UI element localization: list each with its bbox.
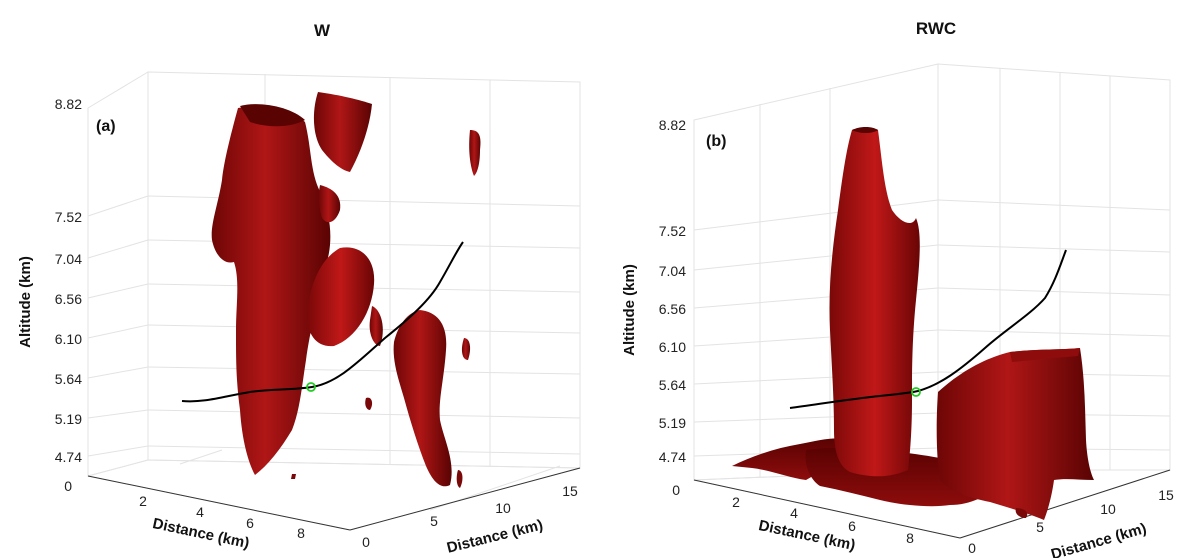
- panel-a-y-axis: [349, 467, 581, 531]
- panel-a-surface: [211, 92, 481, 488]
- panel-b: RWC: [621, 19, 1174, 558]
- panel-b-z-tick: 7.52: [659, 223, 686, 239]
- panel-a-z-label: Altitude (km): [17, 256, 34, 348]
- panel-a-x-tick: 8: [297, 525, 305, 541]
- panel-b-flight-track: [789, 249, 1067, 409]
- panel-b-z-tick: 4.74: [659, 449, 686, 465]
- panel-b-surface: [732, 127, 1094, 520]
- panel-a-z-tick: 6.56: [55, 291, 82, 307]
- panel-b-title: RWC: [916, 19, 956, 38]
- panel-b-z-tick: 7.04: [659, 263, 686, 279]
- panel-a-y-tick: 10: [495, 500, 511, 516]
- panel-b-z-tick: 5.19: [659, 415, 686, 431]
- panel-b-y-tick: 0: [968, 540, 976, 556]
- panel-a-y-ticks: 0 5 10 15: [362, 483, 578, 550]
- panel-a-x-tick: 6: [246, 515, 254, 531]
- panel-b-z-tick: 8.82: [659, 117, 686, 133]
- panel-a-flight-track: [181, 241, 464, 403]
- panel-b-x-tick: 4: [790, 505, 798, 521]
- panel-a-y-label: Distance (km): [445, 516, 545, 556]
- panel-b-x-ticks: 2 4 6 8: [732, 494, 914, 546]
- panel-b-x-label: Distance (km): [757, 517, 857, 554]
- panel-a-z-tick: 6.10: [55, 331, 82, 347]
- panel-a-y-tick: 5: [430, 513, 438, 529]
- panel-b-y-tick: 5: [1036, 519, 1044, 535]
- panel-b-y-label: Distance (km): [1049, 520, 1148, 558]
- panel-b-x-tick: 6: [848, 518, 856, 534]
- panel-a-x-ticks: 2 4 6 8: [139, 493, 305, 541]
- panel-a-z-tick: 5.64: [55, 371, 82, 387]
- panel-a-z-tick: 0: [64, 478, 72, 494]
- panel-b-z-tick: 6.10: [659, 339, 686, 355]
- panel-a-z-tick: 8.82: [55, 96, 82, 112]
- panel-a-z-tick: 7.04: [55, 251, 82, 267]
- panel-b-z-label: Altitude (km): [621, 264, 638, 356]
- panel-b-z-tick: 6.56: [659, 301, 686, 317]
- panel-a-y-tick: 15: [562, 483, 578, 499]
- panel-b-x-tick: 8: [906, 530, 914, 546]
- panel-a-x-tick: 2: [139, 493, 147, 509]
- panel-a-z-tick: 5.19: [55, 411, 82, 427]
- panel-b-x-tick: 2: [732, 494, 740, 510]
- panel-a-x-label: Distance (km): [151, 515, 251, 552]
- panel-a-z-tick: 7.52: [55, 209, 82, 225]
- panel-a: W: [17, 21, 581, 557]
- panel-b-y-axis: [959, 469, 1171, 539]
- panel-b-z-ticks: 8.82 7.52 7.04 6.56 6.10 5.64 5.19 4.74 …: [659, 117, 686, 498]
- panel-a-x-axis: [87, 475, 351, 531]
- panel-a-y-tick: 0: [362, 534, 370, 550]
- panel-b-label: (b): [706, 133, 726, 150]
- panel-b-y-tick: 10: [1100, 501, 1116, 517]
- panel-a-x-tick: 4: [196, 504, 204, 520]
- panel-a-label: (a): [96, 118, 116, 135]
- panel-b-marker: [911, 387, 921, 397]
- panel-b-z-tick: 5.64: [659, 377, 686, 393]
- panel-b-y-ticks: 0 5 10 15: [968, 487, 1174, 556]
- panel-a-z-ticks: 8.82 7.52 7.04 6.56 6.10 5.64 5.19 4.74 …: [55, 96, 82, 494]
- panel-a-title: W: [314, 21, 331, 40]
- panel-b-x-axis: [693, 479, 961, 539]
- panel-b-y-tick: 15: [1158, 487, 1174, 503]
- panel-a-z-tick: 4.74: [55, 449, 82, 465]
- panel-b-z-tick: 0: [672, 482, 680, 498]
- panel-a-marker: [306, 382, 316, 392]
